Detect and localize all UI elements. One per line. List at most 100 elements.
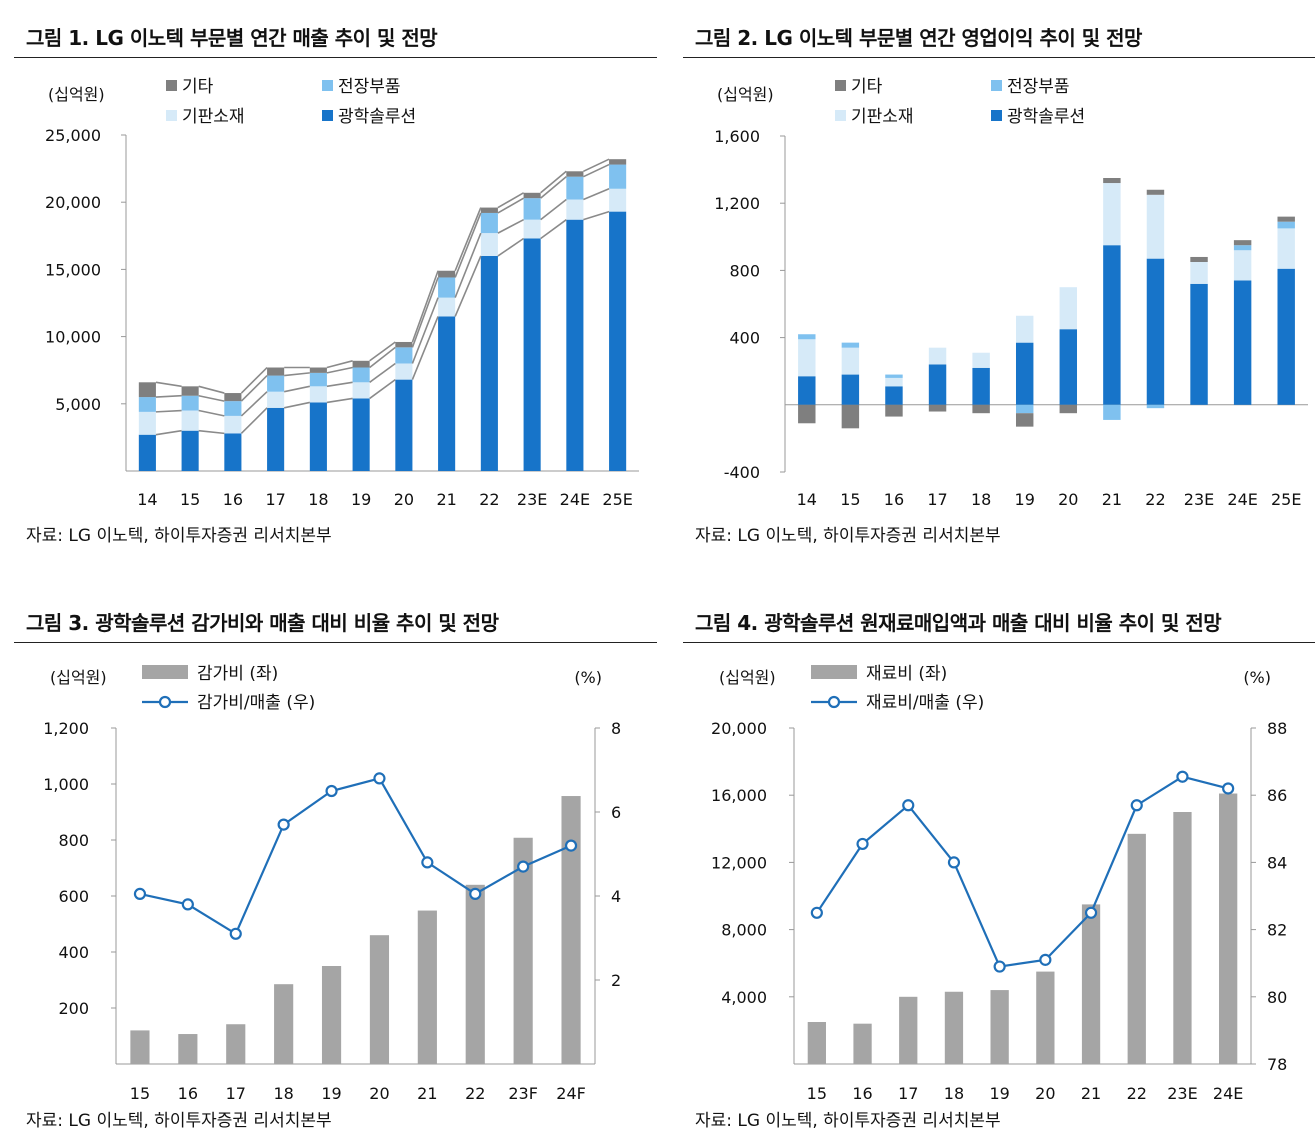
bar-segment bbox=[480, 233, 498, 256]
x-tick-label: 20 bbox=[394, 490, 414, 509]
legend-swatch bbox=[166, 80, 177, 91]
series-connector-line bbox=[497, 197, 524, 214]
series-connector-line bbox=[198, 385, 225, 394]
bar bbox=[465, 884, 485, 1064]
bar-segment bbox=[566, 171, 584, 177]
y2-tick-label: 78 bbox=[1267, 1055, 1287, 1074]
bar-segment bbox=[309, 367, 327, 373]
legend-label: 전장부품 bbox=[1007, 77, 1070, 97]
series-connector-line bbox=[411, 316, 439, 380]
bar bbox=[369, 935, 390, 1064]
series-connector-line bbox=[540, 176, 567, 199]
bar-segment bbox=[1146, 194, 1165, 259]
bar-segment bbox=[566, 176, 584, 200]
bar-segment bbox=[1015, 413, 1034, 427]
bar-segment bbox=[1277, 268, 1295, 405]
series-connector-line bbox=[240, 391, 268, 417]
x-tick-label: 18 bbox=[971, 490, 991, 509]
bar-segment bbox=[395, 379, 413, 471]
bar-segment bbox=[841, 374, 860, 405]
bar-segment bbox=[609, 211, 627, 471]
bar-segment bbox=[138, 411, 156, 435]
bar bbox=[944, 991, 964, 1064]
y-axis-unit: (십억원) bbox=[719, 668, 776, 687]
y-tick-label: -400 bbox=[724, 463, 760, 482]
legend-label: 감가비 (좌) bbox=[197, 664, 278, 684]
bar bbox=[130, 1030, 150, 1064]
x-tick-label: 22 bbox=[465, 1084, 485, 1103]
ratio-point bbox=[277, 818, 290, 831]
bar-segment bbox=[928, 404, 947, 412]
x-tick-label: 24E bbox=[1227, 490, 1257, 509]
bar-segment bbox=[841, 347, 860, 375]
legend-swatch-bars bbox=[142, 665, 188, 679]
series-connector-line bbox=[284, 401, 310, 409]
legend-swatch bbox=[166, 110, 177, 121]
bar-segment bbox=[523, 238, 541, 471]
bar-segment bbox=[1146, 258, 1165, 405]
x-tick-label: 25E bbox=[1271, 490, 1301, 509]
series-connector-line bbox=[326, 366, 353, 374]
bar-segment bbox=[523, 192, 541, 199]
bar-segment bbox=[1015, 404, 1034, 414]
bar-segment bbox=[138, 434, 156, 471]
series-connector-line bbox=[583, 188, 610, 201]
bar-segment bbox=[1015, 342, 1034, 405]
series-connector-line bbox=[540, 219, 567, 240]
x-tick-label: 15 bbox=[840, 490, 860, 509]
legend-swatch bbox=[991, 80, 1002, 91]
figure-1-source: 자료: LG 이노텍, 하이투자증권 리서치본부 bbox=[26, 526, 332, 546]
series-connector-line bbox=[411, 297, 439, 364]
bar-segment bbox=[267, 407, 285, 471]
bar bbox=[226, 1024, 246, 1064]
bar-segment bbox=[438, 277, 456, 298]
y-tick-label: 1,200 bbox=[714, 194, 760, 213]
y-tick-label: 800 bbox=[729, 261, 760, 280]
bar-segment bbox=[885, 386, 903, 405]
x-tick-label: 21 bbox=[1081, 1084, 1101, 1103]
legend-label: 전장부품 bbox=[338, 77, 401, 97]
bar-segment bbox=[798, 404, 816, 424]
bar bbox=[561, 796, 581, 1064]
bar-segment bbox=[267, 391, 285, 408]
bar-segment bbox=[609, 164, 627, 189]
bar-segment bbox=[1233, 280, 1252, 405]
ratio-line bbox=[139, 777, 572, 936]
bar bbox=[1173, 812, 1192, 1064]
ratio-point bbox=[373, 772, 386, 785]
series-connector-line bbox=[198, 394, 225, 402]
x-tick-label: 18 bbox=[944, 1084, 964, 1103]
title-rule bbox=[683, 642, 1315, 643]
legend-swatch bbox=[322, 110, 333, 121]
legend-label: 감가비/매출 (우) bbox=[197, 693, 315, 713]
x-tick-label: 17 bbox=[898, 1084, 918, 1103]
legend-swatch bbox=[991, 110, 1002, 121]
y-axis-unit: (십억원) bbox=[48, 85, 105, 104]
bar-segment bbox=[609, 159, 627, 165]
bar-segment bbox=[885, 404, 903, 417]
bar-segment bbox=[480, 207, 498, 213]
y-tick-label: 400 bbox=[729, 329, 760, 348]
bar-segment bbox=[309, 386, 327, 403]
bar-segment bbox=[138, 397, 156, 412]
y-tick-label: 5,000 bbox=[55, 395, 101, 414]
legend-marker bbox=[827, 695, 841, 709]
legend-label: 광학솔루션 bbox=[1007, 107, 1085, 127]
x-tick-label: 18 bbox=[273, 1084, 293, 1103]
y-tick-label: 600 bbox=[58, 887, 89, 906]
bar-segment bbox=[181, 410, 199, 431]
bar-segment bbox=[181, 395, 199, 411]
ratio-point bbox=[517, 860, 530, 873]
bar bbox=[899, 996, 918, 1064]
bar-segment bbox=[438, 270, 456, 278]
x-tick-label: 23E bbox=[1184, 490, 1214, 509]
bar-segment bbox=[352, 398, 370, 471]
series-connector-line bbox=[497, 218, 524, 234]
ratio-line bbox=[815, 775, 1229, 968]
bar-segment bbox=[798, 339, 816, 377]
title-rule bbox=[14, 57, 657, 58]
y-tick-label: 25,000 bbox=[45, 126, 101, 145]
bar-segment bbox=[841, 342, 860, 348]
series-connector-line bbox=[411, 270, 439, 343]
ratio-point bbox=[469, 887, 482, 900]
